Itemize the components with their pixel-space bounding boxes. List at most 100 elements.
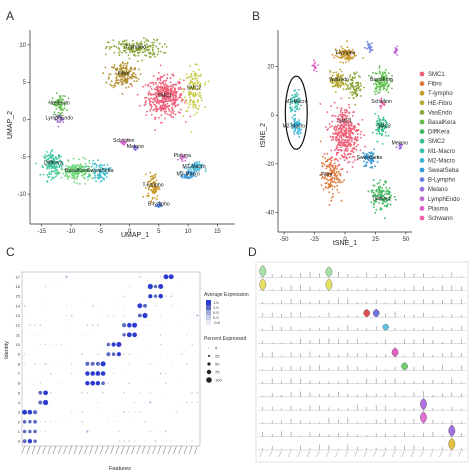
cluster-point [131, 44, 133, 46]
cluster-point [79, 163, 82, 166]
expression-dot [76, 276, 78, 278]
cluster-point [368, 151, 371, 154]
identity-tick-label: 7 [18, 371, 21, 376]
cluster-point [120, 140, 122, 143]
cluster-point [131, 51, 134, 54]
cluster-point [348, 125, 350, 128]
expression-dot [106, 352, 111, 357]
expression-dot [113, 295, 114, 297]
expression-dot [170, 411, 172, 413]
cluster-point [338, 170, 340, 173]
expression-dot [55, 382, 57, 384]
expression-dot [129, 373, 130, 374]
expression-dot [60, 343, 62, 346]
expression-dot [29, 305, 31, 307]
cluster-point [137, 78, 140, 80]
cluster-point [108, 73, 110, 76]
cluster-label: SweatSeba [87, 168, 114, 174]
cluster-point [369, 166, 372, 169]
expression-dot [87, 334, 88, 336]
expression-dot [71, 392, 72, 394]
cluster-point [361, 119, 364, 121]
expression-dot [176, 276, 177, 278]
feature-tick-mark [183, 445, 188, 455]
expression-dot [70, 363, 73, 365]
cluster-point [356, 84, 359, 87]
expression-dot [71, 431, 73, 432]
cluster-point [132, 44, 135, 46]
expression-dot [86, 430, 89, 433]
expression-dot [191, 440, 193, 442]
cluster-point [88, 175, 90, 177]
expression-dot [71, 411, 73, 413]
cluster-point [163, 104, 165, 107]
cluster-point [327, 183, 330, 185]
expression-dot [39, 305, 41, 307]
expression-dot [61, 315, 62, 316]
cluster-point [190, 75, 192, 78]
expression-dot [197, 373, 198, 374]
cluster-point [160, 121, 163, 124]
expression-dot [129, 402, 130, 403]
cluster-point [296, 106, 299, 108]
cluster-point [382, 86, 385, 89]
expression-dot [108, 392, 109, 394]
cluster-point [94, 174, 96, 176]
feature-tick-mark [57, 445, 62, 455]
expression-dot [102, 334, 104, 336]
size-legend-tick: 25 [215, 354, 220, 359]
expression-dot [81, 373, 83, 374]
cluster-point [124, 62, 126, 65]
cluster-point [128, 48, 131, 51]
cluster-point [125, 86, 128, 89]
cluster-point [313, 59, 315, 62]
cluster-point [290, 106, 293, 109]
violin-frame [255, 261, 469, 463]
expression-dot [186, 295, 188, 297]
cluster-label: VasEndo [329, 77, 349, 83]
cluster-point [323, 153, 326, 156]
expression-dot [149, 363, 152, 365]
expression-dot [186, 344, 188, 345]
expression-dot [191, 431, 193, 432]
cluster-point [135, 43, 138, 45]
cluster-point [347, 84, 349, 86]
cluster-point [141, 59, 144, 62]
cluster-point [155, 86, 158, 89]
cluster-point [386, 88, 388, 90]
expression-dot [165, 440, 167, 442]
cluster-point [63, 104, 66, 106]
cluster-point [88, 162, 91, 164]
expression-dot [155, 276, 156, 278]
cluster-point [147, 48, 150, 51]
expression-dot [34, 353, 36, 355]
cluster-point [331, 120, 333, 123]
legend-label: DiffKera [428, 130, 450, 136]
cluster-point [289, 106, 291, 109]
cluster-point [164, 88, 167, 91]
feature-tick-mark [178, 445, 182, 455]
expression-dot [165, 421, 167, 423]
cluster-point [112, 39, 115, 41]
expression-dot [24, 334, 26, 336]
cluster-point [343, 149, 346, 152]
cluster-point [359, 149, 362, 152]
tsne-legend: SMC1FibroT-lymphoHE-FibroVasEndoBasalKer… [419, 71, 460, 222]
cluster-point [166, 105, 169, 108]
identity-tick-label: 3 [18, 410, 21, 415]
expression-dot [66, 382, 67, 384]
cluster-point [67, 167, 70, 170]
cluster-point [179, 78, 182, 80]
cluster-point [46, 165, 49, 168]
cluster-point [191, 83, 194, 86]
cluster-point [352, 126, 355, 128]
cluster-point [340, 107, 343, 110]
cluster-point [348, 134, 351, 137]
cluster-point [337, 128, 340, 131]
cluster-point [152, 81, 155, 84]
cluster-point [353, 111, 356, 113]
expression-dot [186, 353, 188, 355]
cluster-point [368, 43, 371, 46]
expression-dot [165, 295, 167, 297]
cluster-point [378, 130, 381, 133]
